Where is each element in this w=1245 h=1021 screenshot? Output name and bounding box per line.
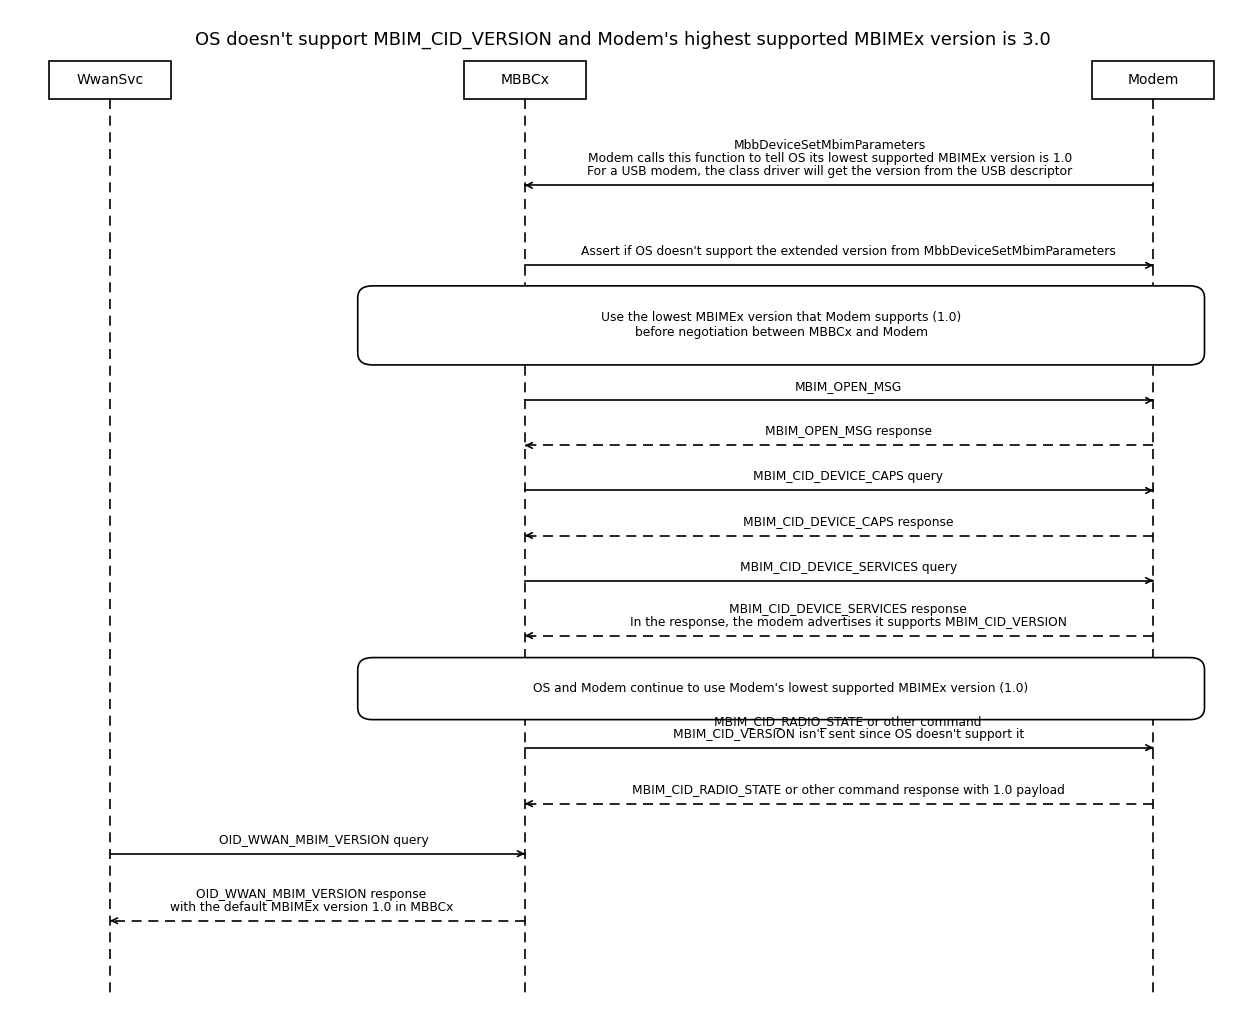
FancyBboxPatch shape	[464, 61, 586, 99]
Text: MBIM_CID_DEVICE_CAPS query: MBIM_CID_DEVICE_CAPS query	[753, 471, 944, 484]
Text: MBIM_CID_DEVICE_SERVICES query: MBIM_CID_DEVICE_SERVICES query	[740, 561, 957, 574]
FancyBboxPatch shape	[1092, 61, 1214, 99]
Text: OS and Modem continue to use Modem's lowest supported MBIMEx version (1.0): OS and Modem continue to use Modem's low…	[534, 682, 1028, 695]
Text: For a USB modem, the class driver will get the version from the USB descriptor: For a USB modem, the class driver will g…	[588, 165, 1072, 179]
Text: MBIM_CID_RADIO_STATE or other command response with 1.0 payload: MBIM_CID_RADIO_STATE or other command re…	[631, 784, 1064, 796]
Text: WwanSvc: WwanSvc	[76, 74, 143, 87]
Text: OID_WWAN_MBIM_VERSION response: OID_WWAN_MBIM_VERSION response	[197, 887, 427, 901]
FancyBboxPatch shape	[49, 61, 171, 99]
FancyBboxPatch shape	[357, 658, 1204, 720]
Text: OID_WWAN_MBIM_VERSION query: OID_WWAN_MBIM_VERSION query	[219, 834, 428, 846]
Text: OS doesn't support MBIM_CID_VERSION and Modem's highest supported MBIMEx version: OS doesn't support MBIM_CID_VERSION and …	[194, 31, 1051, 49]
Text: Modem calls this function to tell OS its lowest supported MBIMEx version is 1.0: Modem calls this function to tell OS its…	[588, 152, 1072, 165]
Text: Assert if OS doesn't support the extended version from MbbDeviceSetMbimParameter: Assert if OS doesn't support the extende…	[580, 245, 1116, 258]
Text: MBIM_CID_VERSION isn't sent since OS doesn't support it: MBIM_CID_VERSION isn't sent since OS doe…	[672, 728, 1023, 740]
Text: MBIM_OPEN_MSG response: MBIM_OPEN_MSG response	[764, 426, 931, 438]
Text: MBIM_CID_DEVICE_SERVICES response: MBIM_CID_DEVICE_SERVICES response	[730, 602, 967, 616]
Text: Modem: Modem	[1128, 74, 1179, 87]
FancyBboxPatch shape	[357, 286, 1204, 364]
Text: MBIM_CID_DEVICE_CAPS response: MBIM_CID_DEVICE_CAPS response	[743, 516, 954, 529]
Text: In the response, the modem advertises it supports MBIM_CID_VERSION: In the response, the modem advertises it…	[630, 616, 1067, 629]
Text: MBIM_CID_RADIO_STATE or other command: MBIM_CID_RADIO_STATE or other command	[715, 715, 982, 728]
Text: with the default MBIMEx version 1.0 in MBBCx: with the default MBIMEx version 1.0 in M…	[169, 901, 453, 914]
Text: MBBCx: MBBCx	[500, 74, 549, 87]
Text: MBIM_OPEN_MSG: MBIM_OPEN_MSG	[794, 381, 901, 393]
Text: Use the lowest MBIMEx version that Modem supports (1.0)
before negotiation betwe: Use the lowest MBIMEx version that Modem…	[601, 311, 961, 339]
Text: MbbDeviceSetMbimParameters: MbbDeviceSetMbimParameters	[733, 139, 926, 152]
